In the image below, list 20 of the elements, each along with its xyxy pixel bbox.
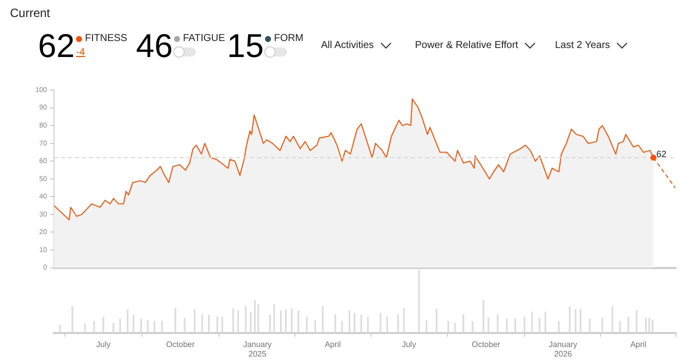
x-tick-label: January 2026	[548, 340, 578, 358]
text: All Activities	[321, 40, 374, 51]
x-tick-label: October	[166, 340, 195, 349]
x-tick-label: July	[402, 340, 416, 349]
x-tick-label: April	[630, 340, 647, 349]
text: FATIGUE	[183, 33, 226, 44]
x-tick-label: April	[324, 340, 341, 349]
text: 15	[227, 27, 264, 64]
x-tick-label: July	[96, 340, 111, 349]
x-tick-label: January 2025	[243, 340, 272, 358]
text: 46	[136, 27, 173, 64]
text: Current	[10, 6, 50, 20]
text: FORM	[274, 33, 304, 44]
text: Power & Relative Effort	[415, 40, 518, 51]
text: FITNESS	[85, 33, 128, 44]
annotation: 62	[656, 149, 666, 160]
text: 62	[38, 27, 75, 64]
text: -4	[76, 47, 85, 58]
x-tick-label: October	[472, 340, 501, 349]
text: Last 2 Years	[555, 40, 610, 51]
